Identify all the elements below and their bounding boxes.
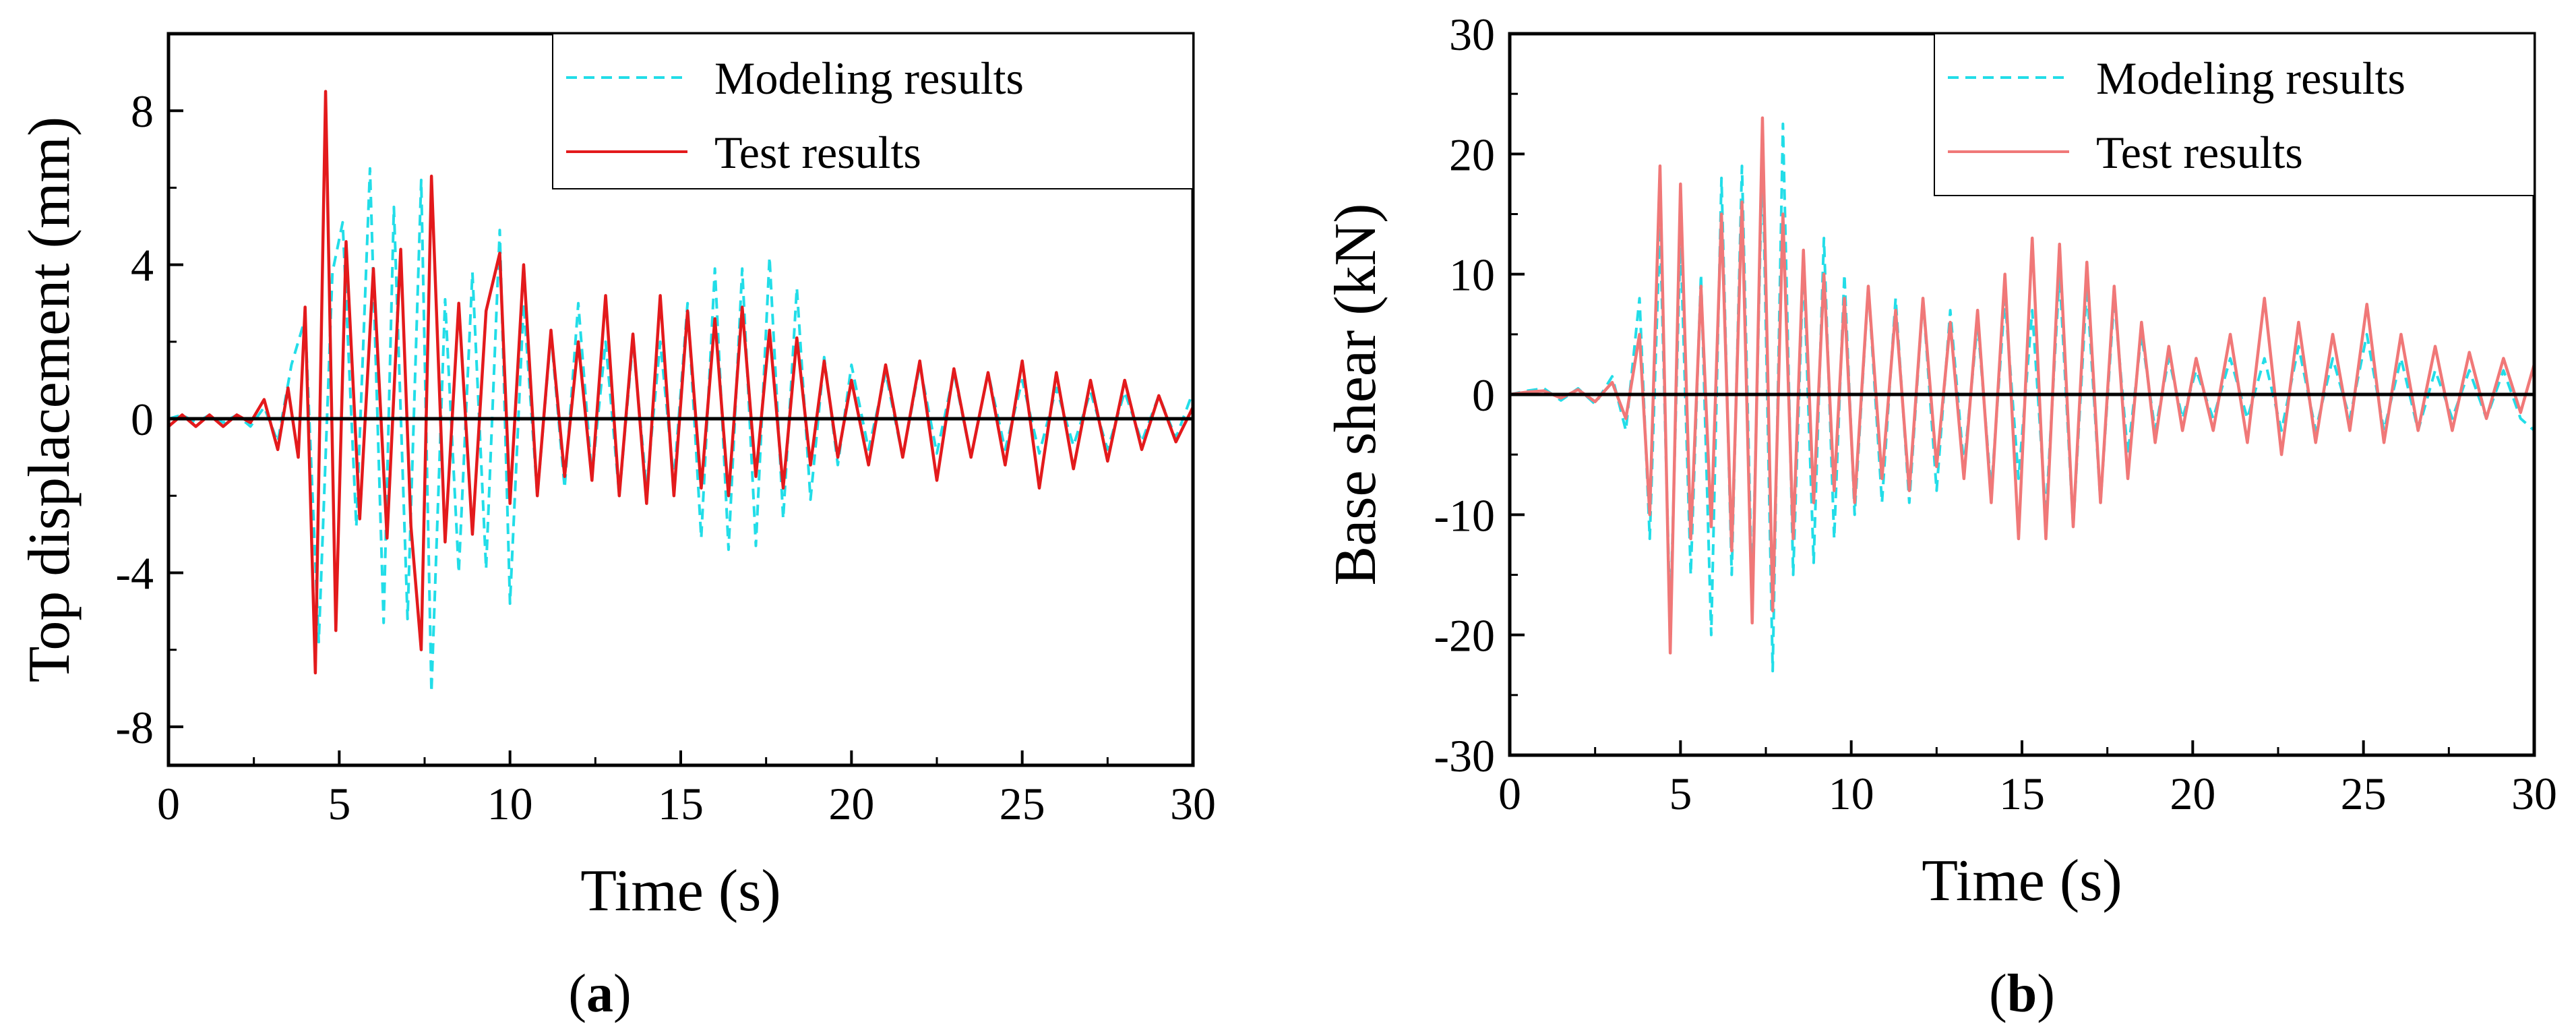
panel-a-label: (a) bbox=[568, 964, 631, 1024]
x-tick-label: 30 bbox=[2511, 768, 2557, 819]
x-tick-label: 25 bbox=[2341, 768, 2387, 819]
panel-b-label: (b) bbox=[1989, 964, 2055, 1024]
y-tick-label: 30 bbox=[1449, 9, 1495, 60]
panel-b-series-test-line bbox=[1509, 116, 2536, 655]
y-tick-label: -4 bbox=[115, 548, 154, 599]
panel-b-legend-box bbox=[1934, 33, 2535, 196]
x-tick-label: 30 bbox=[1170, 778, 1216, 829]
x-tick-label: 5 bbox=[1669, 768, 1692, 819]
x-tick-label: 0 bbox=[157, 778, 180, 829]
x-tick-label: 20 bbox=[828, 778, 874, 829]
y-tick-label: 10 bbox=[1449, 249, 1495, 301]
x-tick-label: 25 bbox=[1000, 778, 1045, 829]
chart-panel-b: 0 5 10 15 20 25 30 -30 -20 -10 0 10 20 30 Modeling re… bbox=[1323, 9, 2557, 1024]
panel-b-legend-label-modeling: Modeling results bbox=[2096, 53, 2405, 104]
panel-a-x-axis-title: Time (s) bbox=[580, 858, 780, 924]
panel-a-y-axis-title: Top displacement (mm) bbox=[17, 117, 82, 682]
y-tick-label: 4 bbox=[131, 240, 154, 291]
panel-a-label-letter: a bbox=[586, 964, 613, 1024]
y-tick-label: 0 bbox=[131, 394, 154, 445]
panel-b-x-axis-title: Time (s) bbox=[1922, 848, 2122, 914]
y-tick-label: 0 bbox=[1472, 369, 1495, 421]
y-tick-label: -30 bbox=[1434, 730, 1495, 781]
panel-b-label-letter: b bbox=[2007, 964, 2037, 1024]
x-tick-label: 0 bbox=[1498, 768, 1521, 819]
panel-b-y-axis-title: Base shear (kN) bbox=[1323, 204, 1388, 586]
y-tick-label: -10 bbox=[1434, 490, 1495, 541]
y-tick-label: 20 bbox=[1449, 129, 1495, 180]
y-tick-label: -8 bbox=[115, 702, 154, 753]
x-tick-label: 5 bbox=[328, 778, 350, 829]
y-tick-label: 8 bbox=[131, 86, 154, 137]
panel-a-legend-label-modeling: Modeling results bbox=[714, 53, 1024, 104]
x-tick-label: 10 bbox=[1829, 768, 1874, 819]
x-tick-label: 10 bbox=[487, 778, 533, 829]
panel-a-legend: Modeling results Test results bbox=[552, 33, 1194, 189]
panel-a-legend-box bbox=[552, 33, 1194, 189]
panel-a-legend-label-test: Test results bbox=[714, 127, 921, 178]
panel-b-legend: Modeling results Test results bbox=[1934, 33, 2535, 196]
x-tick-label: 15 bbox=[658, 778, 704, 829]
panel-a-tick-labels: 0 5 10 15 20 25 30 -8 -4 0 4 8 bbox=[115, 86, 1216, 829]
y-tick-label: -20 bbox=[1434, 610, 1495, 661]
panel-b-tick-labels: 0 5 10 15 20 25 30 -30 -20 -10 0 10 20 30 bbox=[1434, 9, 2557, 819]
x-tick-label: 15 bbox=[1999, 768, 2045, 819]
panel-b-legend-label-test: Test results bbox=[2096, 127, 2303, 178]
chart-panel-a: 0 5 10 15 20 25 30 -8 -4 0 4 8 Modeling results Tes… bbox=[17, 32, 1216, 1024]
panel-a-series-layer bbox=[167, 90, 1195, 694]
panel-a-series-test-line bbox=[167, 90, 1195, 675]
panel-b-series-layer bbox=[1509, 116, 2536, 673]
x-tick-label: 20 bbox=[2170, 768, 2215, 819]
